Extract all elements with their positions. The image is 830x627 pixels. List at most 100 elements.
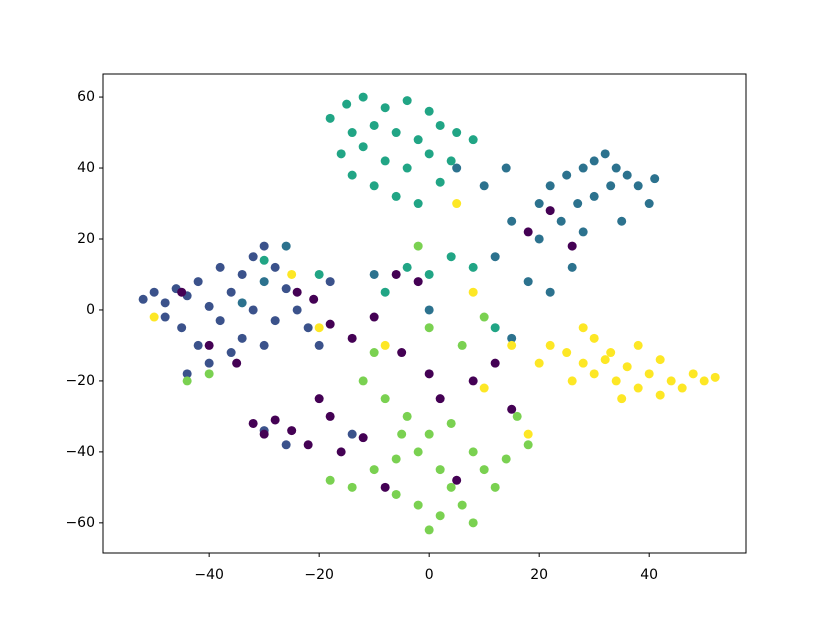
point <box>556 216 566 226</box>
point <box>468 262 478 272</box>
point <box>391 269 401 279</box>
point <box>391 454 401 464</box>
point <box>402 163 412 173</box>
y-tick-label: −40 <box>65 444 95 460</box>
point <box>578 227 588 237</box>
point <box>468 447 478 457</box>
x-tick-label: 20 <box>530 567 548 583</box>
point <box>204 369 214 379</box>
point <box>435 120 445 130</box>
point <box>160 312 170 322</box>
y-tick-label: 0 <box>86 302 95 318</box>
point <box>424 269 434 279</box>
point <box>292 305 302 315</box>
point <box>259 241 269 251</box>
point <box>655 390 665 400</box>
point <box>193 340 203 350</box>
point <box>347 482 357 492</box>
point <box>237 298 247 308</box>
point <box>391 191 401 201</box>
point <box>611 163 621 173</box>
point <box>512 411 522 421</box>
point <box>303 323 313 333</box>
point <box>391 489 401 499</box>
point <box>446 156 456 166</box>
point <box>523 429 533 439</box>
point <box>523 227 533 237</box>
point <box>507 340 517 350</box>
point <box>435 394 445 404</box>
point <box>501 163 511 173</box>
point <box>314 340 324 350</box>
point <box>606 181 616 191</box>
x-tick-label: −20 <box>304 567 334 583</box>
point <box>457 340 467 350</box>
point <box>578 163 588 173</box>
point <box>589 156 599 166</box>
point <box>589 191 599 201</box>
point <box>397 348 407 358</box>
point <box>336 447 346 457</box>
x-tick-label: 0 <box>425 567 434 583</box>
point <box>325 319 335 329</box>
point <box>435 177 445 187</box>
point <box>468 287 478 297</box>
point <box>325 475 335 485</box>
point <box>424 305 434 315</box>
point <box>545 287 555 297</box>
point <box>534 358 544 368</box>
point <box>204 301 214 311</box>
point <box>468 518 478 528</box>
point <box>204 340 214 350</box>
point <box>490 358 500 368</box>
point <box>287 269 297 279</box>
point <box>446 252 456 262</box>
point <box>600 149 610 159</box>
point <box>347 170 357 180</box>
point <box>380 103 390 113</box>
point <box>435 511 445 521</box>
y-tick-label: −20 <box>65 373 95 389</box>
point <box>248 418 258 428</box>
point <box>380 482 390 492</box>
point <box>468 135 478 145</box>
point <box>204 358 214 368</box>
point <box>507 404 517 414</box>
point <box>309 294 319 304</box>
point <box>501 454 511 464</box>
point <box>380 340 390 350</box>
point <box>369 269 379 279</box>
y-tick-label: 60 <box>77 89 95 105</box>
point <box>534 199 544 209</box>
point <box>259 255 269 265</box>
point <box>347 333 357 343</box>
point <box>545 206 555 216</box>
point <box>270 262 280 272</box>
point <box>232 358 242 368</box>
y-tick-label: 40 <box>77 160 95 176</box>
point <box>358 433 368 443</box>
point <box>424 369 434 379</box>
point <box>226 287 236 297</box>
point <box>281 440 291 450</box>
point <box>710 372 720 382</box>
point <box>413 277 423 287</box>
point <box>402 411 412 421</box>
point <box>314 269 324 279</box>
point <box>413 135 423 145</box>
point <box>215 316 225 326</box>
point <box>347 429 357 439</box>
point <box>633 181 643 191</box>
point <box>655 355 665 365</box>
point <box>314 323 324 333</box>
point <box>589 369 599 379</box>
plot-frame <box>102 73 747 554</box>
point <box>369 181 379 191</box>
point <box>424 323 434 333</box>
point <box>490 323 500 333</box>
point <box>369 348 379 358</box>
point <box>270 316 280 326</box>
point <box>633 340 643 350</box>
point <box>562 348 572 358</box>
